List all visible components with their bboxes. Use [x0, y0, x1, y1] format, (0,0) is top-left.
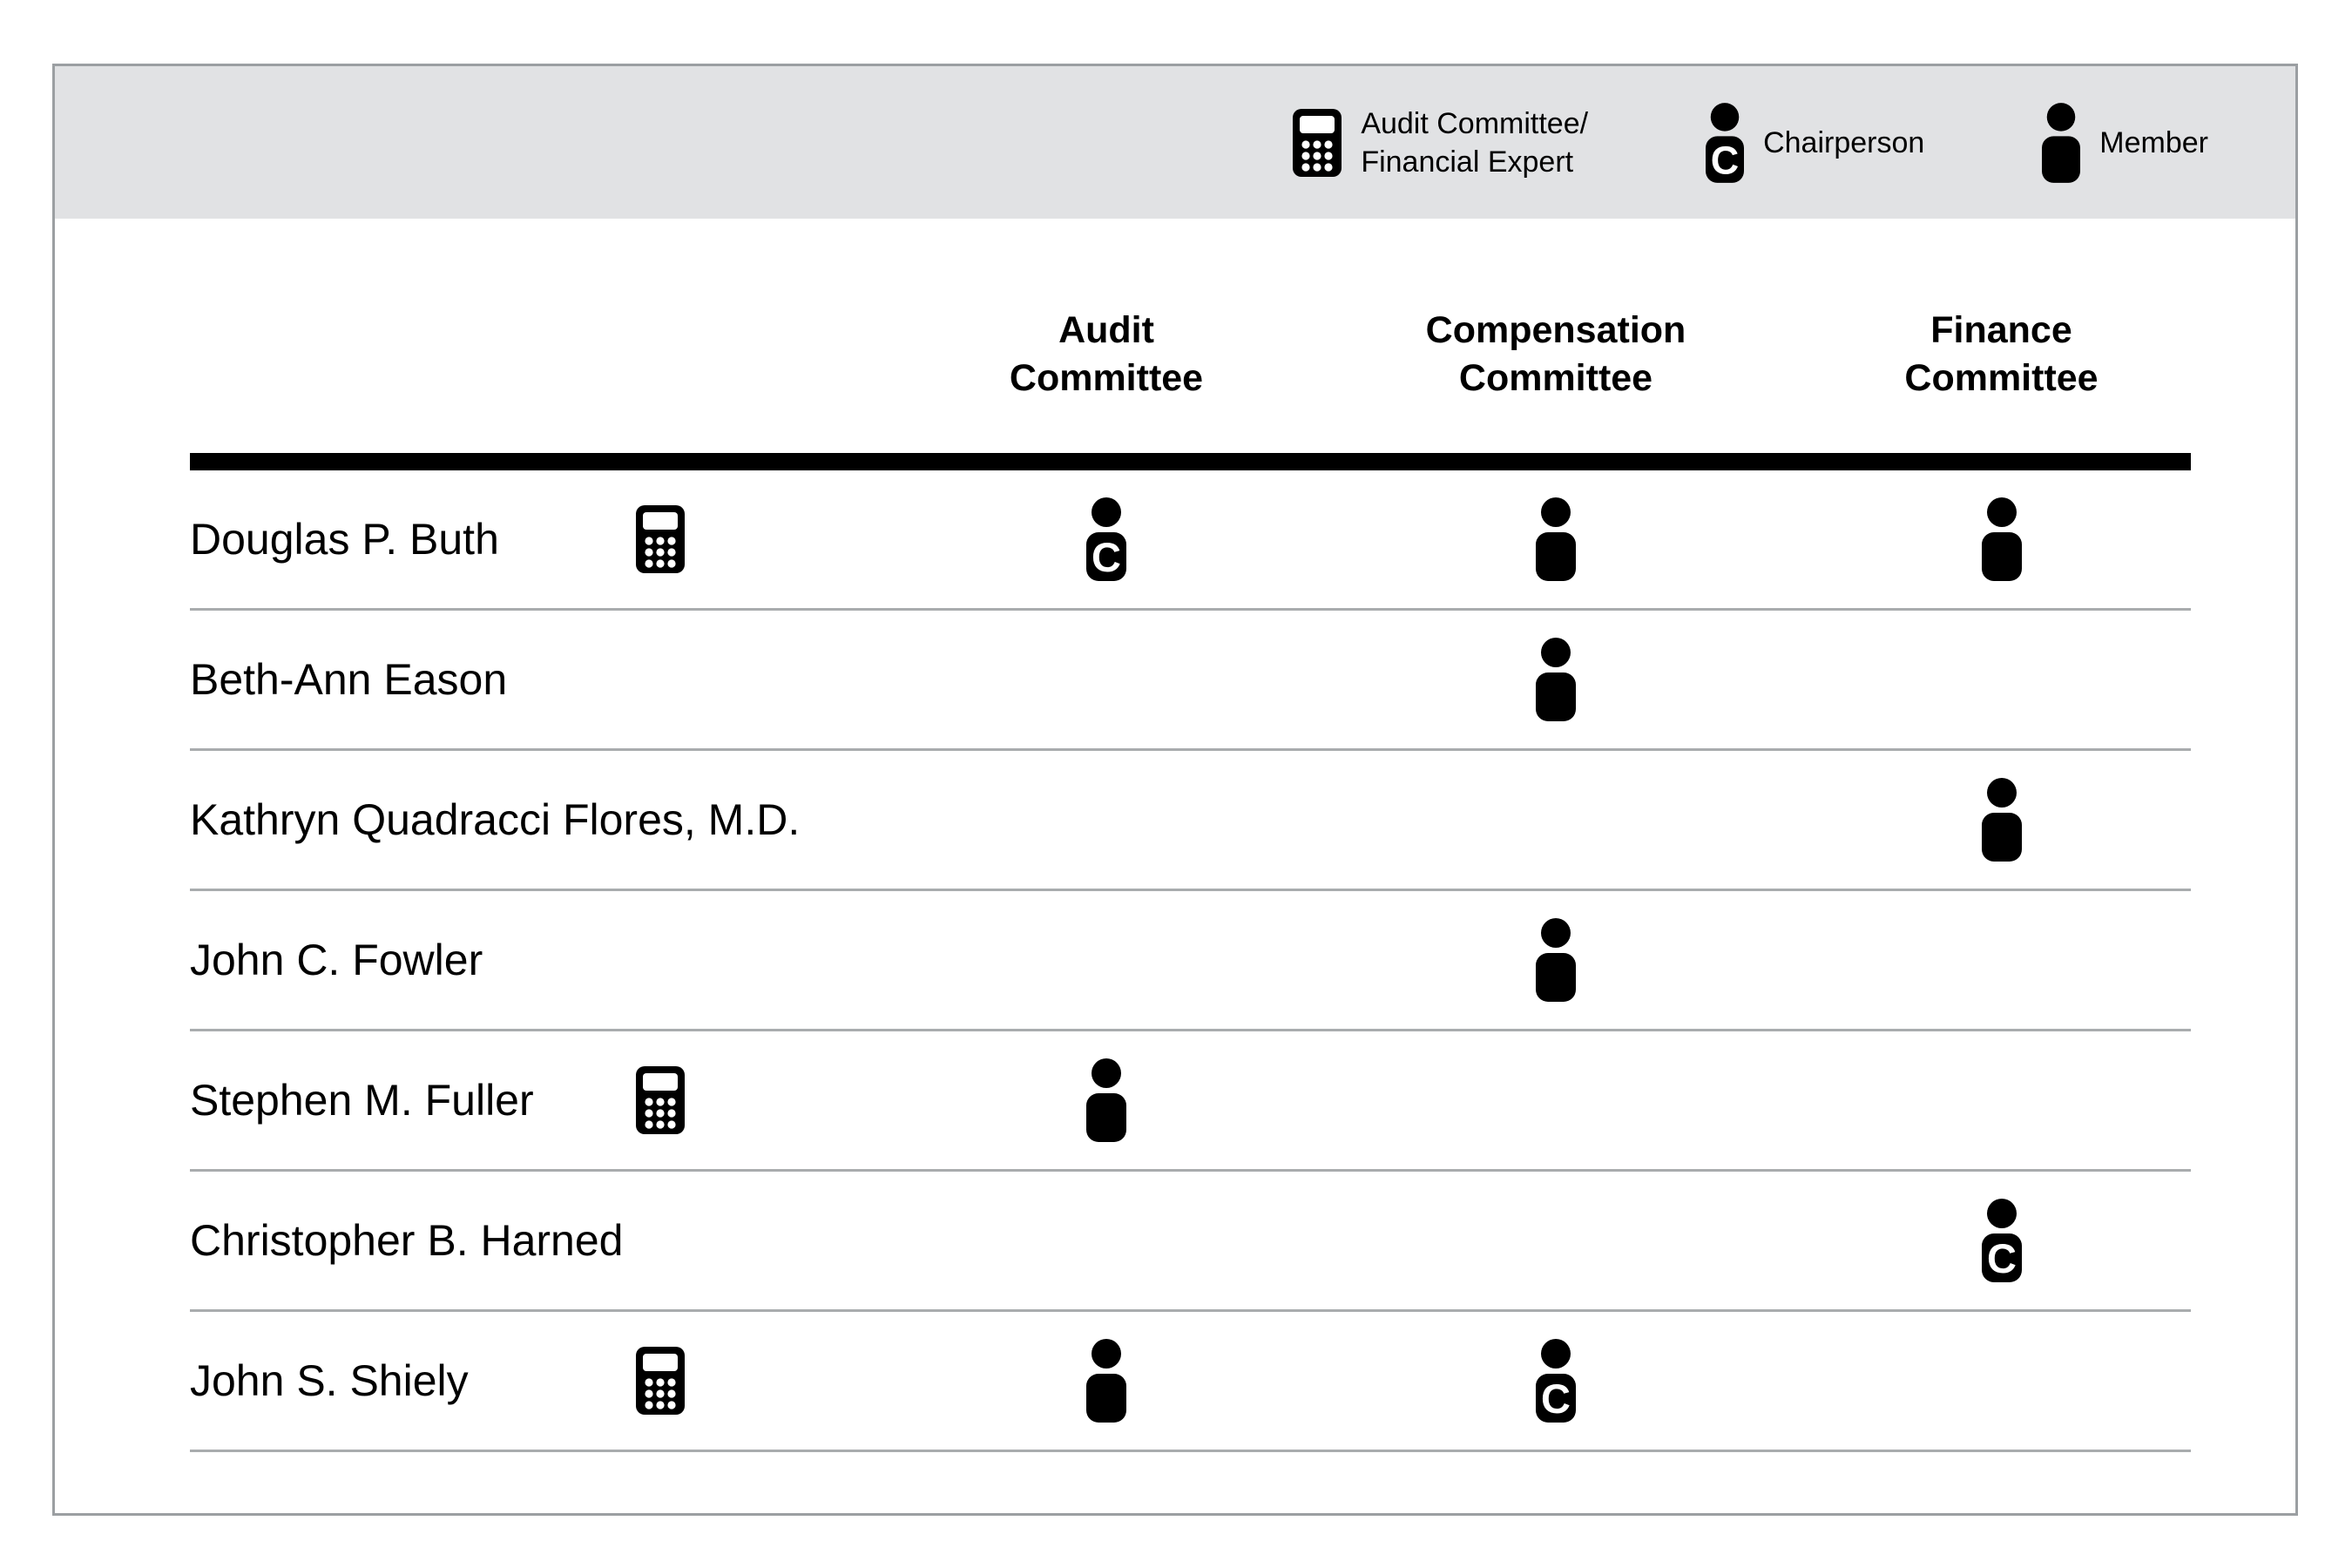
audit-membership-cell	[913, 1172, 1300, 1309]
header-line: Committee	[1009, 357, 1204, 399]
header-compensation-committee: Compensation Committee	[1300, 307, 1812, 402]
legend-item-chairperson: C Chairperson	[1706, 102, 1925, 183]
member-icon	[1981, 497, 2022, 581]
member-icon	[1981, 778, 2022, 862]
chairperson-icon: C	[1706, 102, 1745, 183]
financial-expert-badge	[636, 505, 685, 573]
member-icon	[1536, 918, 1576, 1002]
member-icon	[1086, 1058, 1126, 1142]
name-cell: Beth-Ann Eason	[190, 611, 913, 748]
legend-item-member: Member	[2042, 102, 2208, 183]
finance-membership-cell: C	[1812, 1172, 2191, 1309]
audit-membership-cell	[913, 891, 1300, 1029]
calculator-icon	[636, 1347, 685, 1415]
table-row: Christopher B. Harned C	[190, 1172, 2191, 1312]
legend-label-line2: Financial Expert	[1361, 145, 1574, 179]
compensation-membership-cell	[1300, 751, 1812, 889]
audit-membership-cell	[913, 1312, 1300, 1450]
audit-membership-cell: C	[913, 470, 1300, 608]
audit-membership-cell	[913, 611, 1300, 748]
svg-text:C: C	[1092, 534, 1121, 580]
table-row: John S. Shiely C	[190, 1312, 2191, 1452]
calculator-icon	[636, 1066, 685, 1134]
name-cell: Douglas P. Buth	[190, 470, 913, 608]
member-icon	[1536, 638, 1576, 721]
audit-membership-cell	[913, 1031, 1300, 1169]
finance-membership-cell	[1812, 611, 2191, 748]
table-header-row: Audit Committee Compensation Committee F…	[190, 219, 2191, 453]
member-icon	[2042, 102, 2081, 183]
audit-membership-cell	[913, 751, 1300, 889]
director-name: Beth-Ann Eason	[190, 655, 508, 704]
legend-label-chairperson: Chairperson	[1763, 125, 1925, 159]
table-row: Kathryn Quadracci Flores, M.D.	[190, 751, 2191, 891]
name-cell: John C. Fowler	[190, 891, 913, 1029]
header-rule	[190, 453, 2191, 470]
header-line: Compensation	[1425, 309, 1686, 351]
finance-membership-cell	[1812, 891, 2191, 1029]
compensation-membership-cell	[1300, 891, 1812, 1029]
header-audit-committee: Audit Committee	[913, 307, 1300, 402]
compensation-membership-cell	[1300, 470, 1812, 608]
compensation-membership-cell: C	[1300, 1312, 1812, 1450]
chairperson-icon: C	[1706, 102, 1745, 183]
table-row: Stephen M. Fuller	[190, 1031, 2191, 1172]
director-name: Douglas P. Buth	[190, 515, 499, 564]
name-cell: Christopher B. Harned	[190, 1172, 913, 1309]
compensation-membership-cell	[1300, 1172, 1812, 1309]
header-line: Audit	[1058, 309, 1154, 351]
compensation-membership-cell	[1300, 1031, 1812, 1169]
svg-text:C: C	[1541, 1375, 1571, 1422]
calculator-icon	[1293, 105, 1342, 180]
committee-membership-panel: Audit Committee/ Financial Expert C Chai…	[52, 64, 2298, 1516]
director-name: John S. Shiely	[190, 1356, 469, 1405]
name-cell: Stephen M. Fuller	[190, 1031, 913, 1169]
director-name: John C. Fowler	[190, 936, 483, 984]
finance-membership-cell	[1812, 1031, 2191, 1169]
table-row: Douglas P. Buth C	[190, 470, 2191, 611]
member-icon	[1086, 1339, 1126, 1423]
director-name: Christopher B. Harned	[190, 1216, 624, 1265]
member-icon	[2042, 102, 2081, 183]
director-name: Kathryn Quadracci Flores, M.D.	[190, 795, 801, 844]
chairperson-icon: C	[1536, 1339, 1576, 1423]
member-icon	[1536, 497, 1576, 581]
calculator-icon	[1293, 108, 1342, 177]
financial-expert-badge	[636, 1066, 685, 1134]
finance-membership-cell	[1812, 470, 2191, 608]
header-line: Finance	[1930, 309, 2072, 351]
table-row: John C. Fowler	[190, 891, 2191, 1031]
chairperson-icon: C	[1086, 497, 1126, 581]
header-line: Committee	[1458, 357, 1653, 399]
table-body: Douglas P. Buth C Beth-Ann Eason	[190, 470, 2191, 1452]
chairperson-icon: C	[1981, 1199, 2022, 1282]
legend-label-line1: Audit Committee/	[1361, 106, 1589, 140]
svg-text:C: C	[1987, 1235, 2017, 1281]
financial-expert-badge	[636, 1347, 685, 1415]
committee-table: Audit Committee Compensation Committee F…	[190, 219, 2191, 1452]
director-name: Stephen M. Fuller	[190, 1076, 534, 1125]
svg-text:C: C	[1711, 138, 1739, 182]
legend-item-financial-expert: Audit Committee/ Financial Expert	[1293, 105, 1588, 181]
calculator-icon	[636, 505, 685, 573]
finance-membership-cell	[1812, 1312, 2191, 1450]
header-finance-committee: Finance Committee	[1812, 307, 2191, 402]
name-cell: Kathryn Quadracci Flores, M.D.	[190, 751, 913, 889]
compensation-membership-cell	[1300, 611, 1812, 748]
legend-label-member: Member	[2099, 125, 2208, 159]
legend: Audit Committee/ Financial Expert C Chai…	[55, 66, 2295, 219]
name-cell: John S. Shiely	[190, 1312, 913, 1450]
table-row: Beth-Ann Eason	[190, 611, 2191, 751]
finance-membership-cell	[1812, 751, 2191, 889]
legend-label-financial-expert: Audit Committee/ Financial Expert	[1361, 105, 1588, 181]
header-line: Committee	[1904, 357, 2099, 399]
